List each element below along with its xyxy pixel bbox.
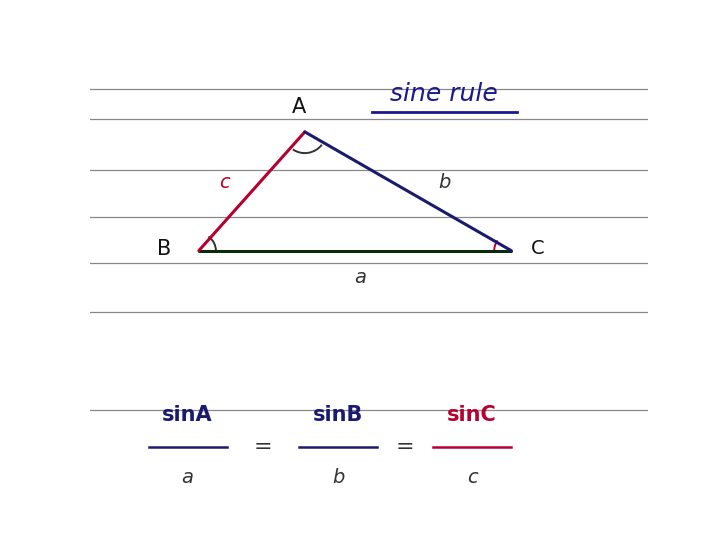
- Text: sinB: sinB: [313, 406, 364, 425]
- Text: sinA: sinA: [162, 406, 213, 425]
- Text: sinC: sinC: [447, 406, 497, 425]
- Text: A: A: [292, 97, 307, 117]
- Text: B: B: [157, 239, 171, 258]
- Text: b: b: [332, 468, 344, 487]
- Text: =: =: [396, 437, 415, 457]
- Text: a: a: [181, 468, 194, 487]
- Text: a: a: [355, 268, 366, 287]
- Text: C: C: [531, 239, 544, 258]
- Text: b: b: [438, 174, 451, 192]
- Text: c: c: [467, 468, 477, 487]
- Text: c: c: [219, 174, 230, 192]
- Text: =: =: [253, 437, 272, 457]
- Text: sine rule: sine rule: [390, 83, 498, 106]
